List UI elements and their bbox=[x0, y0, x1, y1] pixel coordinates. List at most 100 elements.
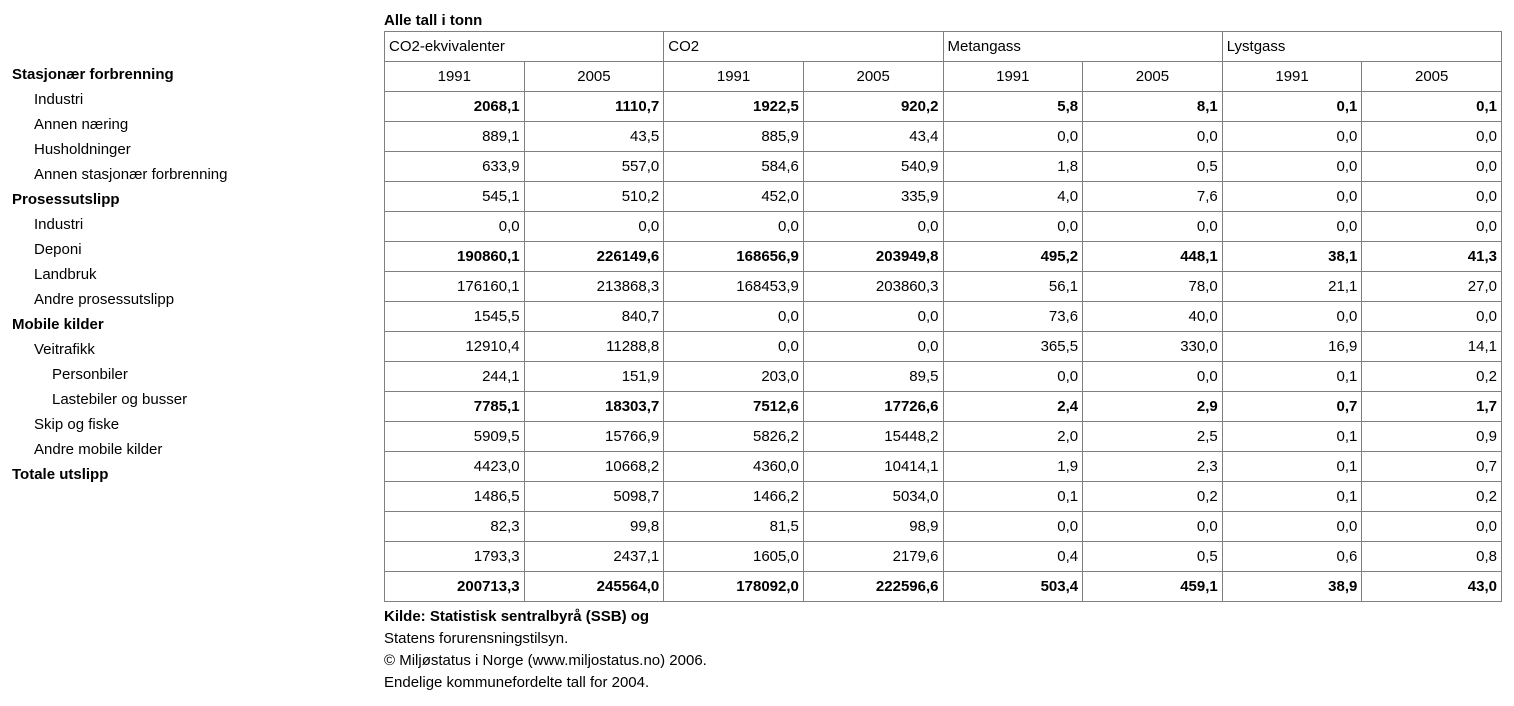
data-cell: 1486,5 bbox=[385, 482, 525, 512]
data-cell: 0,0 bbox=[943, 122, 1083, 152]
year-header: 1991 bbox=[943, 62, 1083, 92]
table-row: 200713,3245564,0178092,0222596,6503,4459… bbox=[385, 572, 1502, 602]
group-header: CO2 bbox=[664, 32, 943, 62]
table-row: 1486,55098,71466,25034,00,10,20,10,2 bbox=[385, 482, 1502, 512]
table-row: 1545,5840,70,00,073,640,00,00,0 bbox=[385, 302, 1502, 332]
table-row: 176160,1213868,3168453,9203860,356,178,0… bbox=[385, 272, 1502, 302]
data-cell: 0,0 bbox=[1083, 362, 1223, 392]
data-cell: 0,0 bbox=[664, 332, 804, 362]
data-cell: 7,6 bbox=[1083, 182, 1223, 212]
table-row: 4423,010668,24360,010414,11,92,30,10,7 bbox=[385, 452, 1502, 482]
data-cell: 7785,1 bbox=[385, 392, 525, 422]
row-label: Totale utslipp bbox=[12, 462, 384, 487]
table-row: 244,1151,9203,089,50,00,00,10,2 bbox=[385, 362, 1502, 392]
data-cell: 0,2 bbox=[1362, 482, 1502, 512]
table-row: 5909,515766,95826,215448,22,02,50,10,9 bbox=[385, 422, 1502, 452]
data-cell: 633,9 bbox=[385, 152, 525, 182]
table-row: 889,143,5885,943,40,00,00,00,0 bbox=[385, 122, 1502, 152]
data-cell: 245564,0 bbox=[524, 572, 664, 602]
table-row: 2068,11110,71922,5920,25,88,10,10,1 bbox=[385, 92, 1502, 122]
year-header-row: 19912005199120051991200519912005 bbox=[385, 62, 1502, 92]
row-label: Prosessutslipp bbox=[12, 187, 384, 212]
row-label: Personbiler bbox=[12, 362, 384, 387]
data-cell: 168656,9 bbox=[664, 242, 804, 272]
data-cell: 452,0 bbox=[664, 182, 804, 212]
data-cell: 99,8 bbox=[524, 512, 664, 542]
row-label: Mobile kilder bbox=[12, 312, 384, 337]
data-cell: 1,7 bbox=[1362, 392, 1502, 422]
data-cell: 448,1 bbox=[1083, 242, 1223, 272]
data-cell: 0,5 bbox=[1083, 152, 1223, 182]
data-cell: 0,1 bbox=[1222, 482, 1362, 512]
group-header-row: CO2-ekvivalenterCO2MetangassLystgass bbox=[385, 32, 1502, 62]
data-cell: 1466,2 bbox=[664, 482, 804, 512]
data-cell: 81,5 bbox=[664, 512, 804, 542]
data-cell: 0,0 bbox=[1222, 182, 1362, 212]
row-label: Industri bbox=[12, 212, 384, 237]
data-cell: 56,1 bbox=[943, 272, 1083, 302]
data-cell: 10668,2 bbox=[524, 452, 664, 482]
data-cell: 5909,5 bbox=[385, 422, 525, 452]
data-cell: 2,9 bbox=[1083, 392, 1223, 422]
data-cell: 0,0 bbox=[1083, 122, 1223, 152]
footer-source-line-1: Kilde: Statistisk sentralbyrå (SSB) og bbox=[384, 606, 1502, 628]
data-cell: 0,0 bbox=[1083, 512, 1223, 542]
data-cell: 1605,0 bbox=[664, 542, 804, 572]
data-cell: 0,1 bbox=[1222, 92, 1362, 122]
row-label: Veitrafikk bbox=[12, 337, 384, 362]
year-header: 2005 bbox=[803, 62, 943, 92]
data-cell: 503,4 bbox=[943, 572, 1083, 602]
data-cell: 203,0 bbox=[664, 362, 804, 392]
data-cell: 0,0 bbox=[943, 212, 1083, 242]
data-cell: 27,0 bbox=[1362, 272, 1502, 302]
table-row: 545,1510,2452,0335,94,07,60,00,0 bbox=[385, 182, 1502, 212]
year-header: 2005 bbox=[1083, 62, 1223, 92]
data-cell: 0,0 bbox=[803, 302, 943, 332]
data-cell: 0,0 bbox=[664, 302, 804, 332]
data-cell: 365,5 bbox=[943, 332, 1083, 362]
table-row: 12910,411288,80,00,0365,5330,016,914,1 bbox=[385, 332, 1502, 362]
data-cell: 335,9 bbox=[803, 182, 943, 212]
data-cell: 2,4 bbox=[943, 392, 1083, 422]
table-row: 633,9557,0584,6540,91,80,50,00,0 bbox=[385, 152, 1502, 182]
row-label: Andre prosessutslipp bbox=[12, 287, 384, 312]
data-cell: 43,5 bbox=[524, 122, 664, 152]
year-header: 1991 bbox=[664, 62, 804, 92]
data-cell: 545,1 bbox=[385, 182, 525, 212]
data-cell: 226149,6 bbox=[524, 242, 664, 272]
data-cell: 0,0 bbox=[1083, 212, 1223, 242]
row-label: Stasjonær forbrenning bbox=[12, 62, 384, 87]
data-cell: 0,7 bbox=[1362, 452, 1502, 482]
data-cell: 41,3 bbox=[1362, 242, 1502, 272]
data-cell: 0,1 bbox=[1222, 422, 1362, 452]
data-cell: 510,2 bbox=[524, 182, 664, 212]
data-cell: 4,0 bbox=[943, 182, 1083, 212]
row-label: Annen næring bbox=[12, 112, 384, 137]
row-label: Lastebiler og busser bbox=[12, 387, 384, 412]
data-cell: 889,1 bbox=[385, 122, 525, 152]
group-header: Lystgass bbox=[1222, 32, 1501, 62]
data-cell: 0,0 bbox=[1362, 182, 1502, 212]
data-cell: 0,5 bbox=[1083, 542, 1223, 572]
data-cell: 213868,3 bbox=[524, 272, 664, 302]
data-cell: 2,3 bbox=[1083, 452, 1223, 482]
row-label: Deponi bbox=[12, 237, 384, 262]
data-cell: 17726,6 bbox=[803, 392, 943, 422]
footer-source-line-4: Endelige kommunefordelte tall for 2004. bbox=[384, 672, 1502, 694]
footer-source-line-2: Statens forurensningstilsyn. bbox=[384, 628, 1502, 650]
data-cell: 0,0 bbox=[664, 212, 804, 242]
data-cell: 495,2 bbox=[943, 242, 1083, 272]
year-header: 2005 bbox=[524, 62, 664, 92]
data-cell: 2,0 bbox=[943, 422, 1083, 452]
data-cell: 98,9 bbox=[803, 512, 943, 542]
data-cell: 244,1 bbox=[385, 362, 525, 392]
data-cell: 1,8 bbox=[943, 152, 1083, 182]
data-cell: 2437,1 bbox=[524, 542, 664, 572]
data-cell: 1793,3 bbox=[385, 542, 525, 572]
data-cell: 0,6 bbox=[1222, 542, 1362, 572]
emissions-table: CO2-ekvivalenterCO2MetangassLystgass 199… bbox=[384, 31, 1502, 602]
data-cell: 0,0 bbox=[943, 362, 1083, 392]
row-label: Landbruk bbox=[12, 262, 384, 287]
data-cell: 0,0 bbox=[1362, 212, 1502, 242]
data-cell: 2068,1 bbox=[385, 92, 525, 122]
